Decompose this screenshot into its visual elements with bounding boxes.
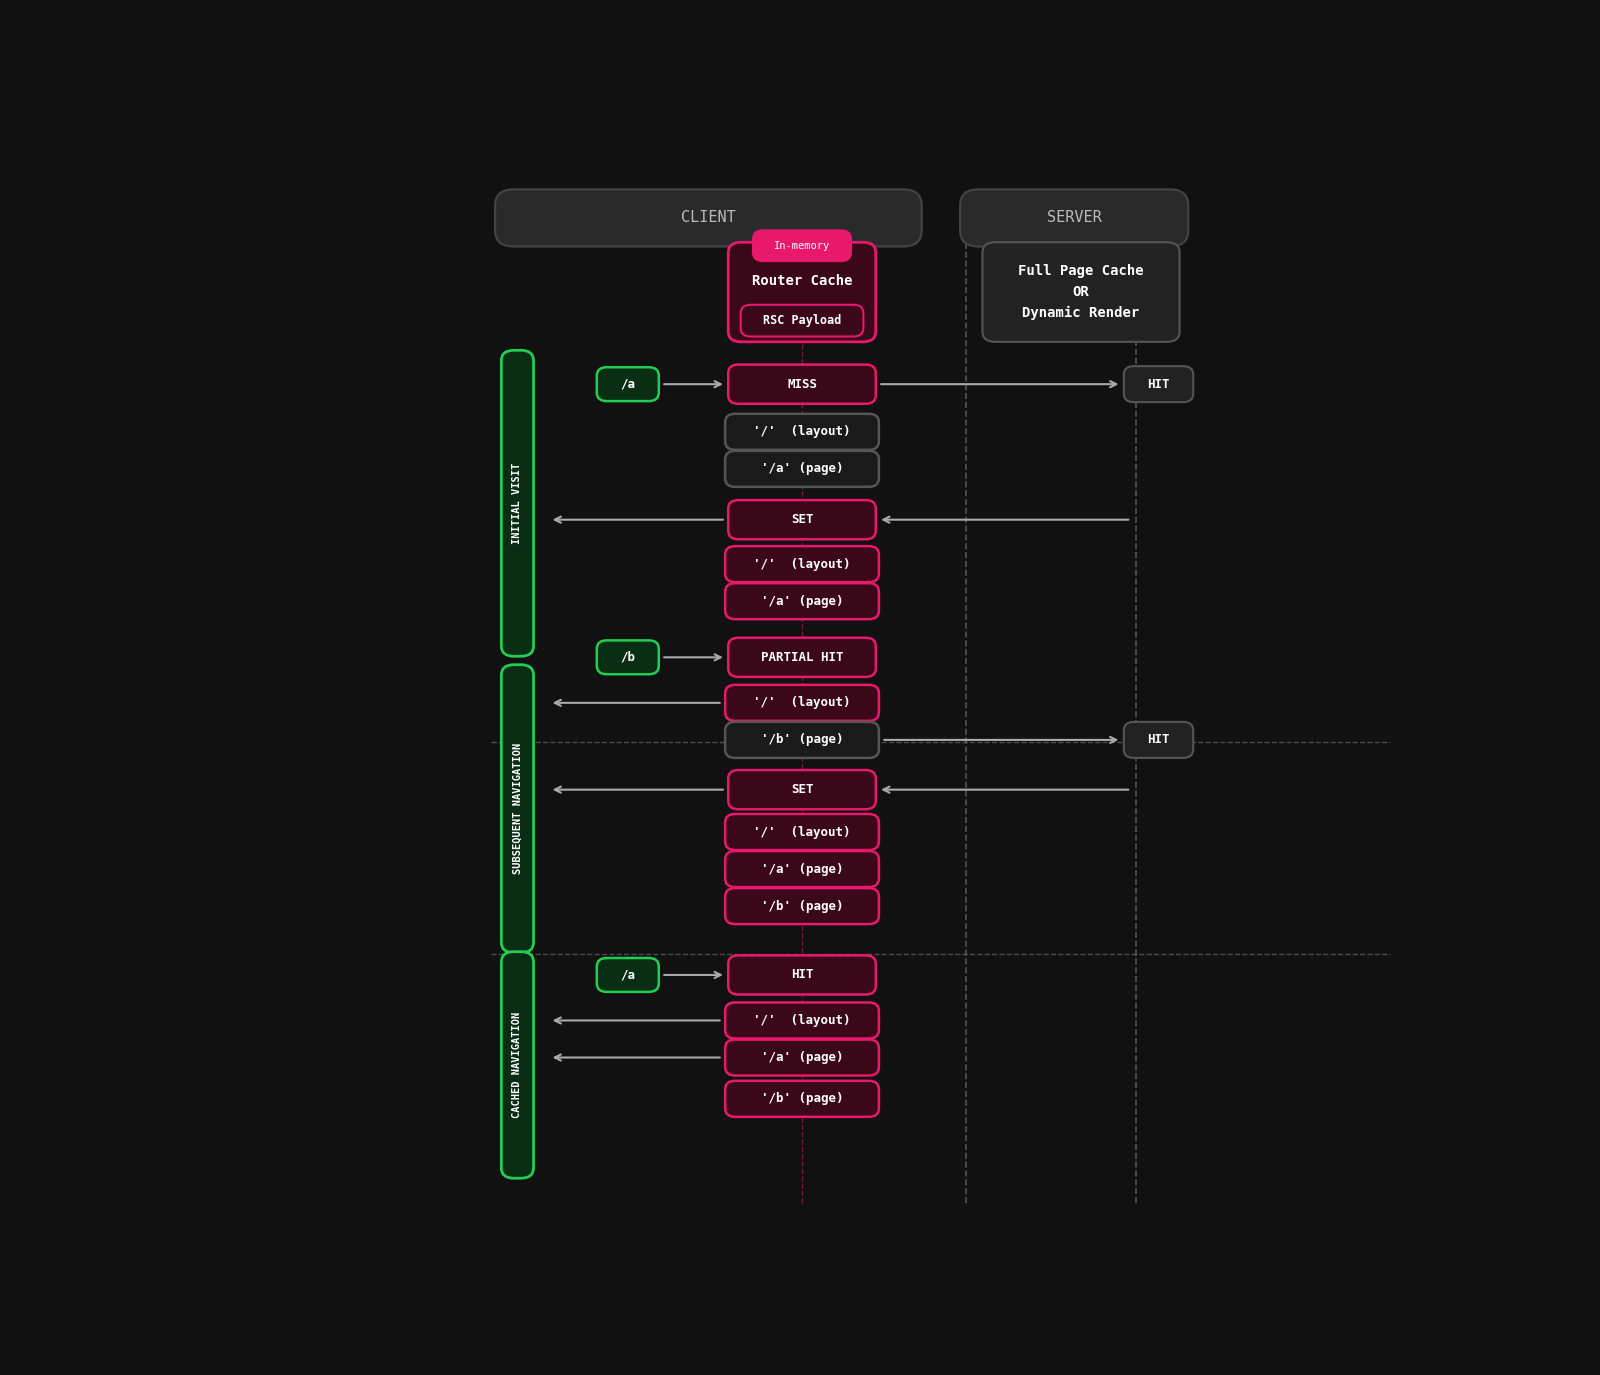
FancyBboxPatch shape bbox=[1123, 366, 1194, 401]
FancyBboxPatch shape bbox=[494, 190, 922, 246]
FancyBboxPatch shape bbox=[725, 851, 878, 887]
FancyBboxPatch shape bbox=[741, 305, 864, 337]
FancyBboxPatch shape bbox=[728, 242, 875, 342]
FancyBboxPatch shape bbox=[597, 958, 659, 991]
Text: CACHED NAVIGATION: CACHED NAVIGATION bbox=[512, 1012, 523, 1118]
Text: HIT: HIT bbox=[1147, 378, 1170, 390]
Text: /a: /a bbox=[621, 968, 635, 982]
Text: SERVER: SERVER bbox=[1046, 210, 1101, 226]
FancyBboxPatch shape bbox=[725, 722, 878, 758]
Text: '/a' (page): '/a' (page) bbox=[760, 462, 843, 476]
FancyBboxPatch shape bbox=[725, 888, 878, 924]
FancyBboxPatch shape bbox=[725, 1002, 878, 1038]
FancyBboxPatch shape bbox=[960, 190, 1189, 246]
FancyBboxPatch shape bbox=[982, 242, 1179, 342]
Text: PARTIAL HIT: PARTIAL HIT bbox=[760, 650, 843, 664]
Text: Full Page Cache
OR
Dynamic Render: Full Page Cache OR Dynamic Render bbox=[1018, 264, 1144, 320]
Text: '/a' (page): '/a' (page) bbox=[760, 1050, 843, 1064]
Text: RSC Payload: RSC Payload bbox=[763, 314, 842, 327]
FancyBboxPatch shape bbox=[597, 641, 659, 674]
Text: '/a' (page): '/a' (page) bbox=[760, 862, 843, 876]
FancyBboxPatch shape bbox=[501, 951, 533, 1178]
Text: '/'  (layout): '/' (layout) bbox=[754, 425, 851, 439]
Text: '/a' (page): '/a' (page) bbox=[760, 595, 843, 608]
FancyBboxPatch shape bbox=[501, 351, 533, 656]
FancyBboxPatch shape bbox=[728, 956, 875, 994]
FancyBboxPatch shape bbox=[1123, 722, 1194, 758]
Text: '/b' (page): '/b' (page) bbox=[760, 733, 843, 747]
Text: HIT: HIT bbox=[1147, 733, 1170, 747]
Text: CLIENT: CLIENT bbox=[682, 210, 736, 226]
Text: /a: /a bbox=[621, 378, 635, 390]
FancyBboxPatch shape bbox=[725, 814, 878, 850]
FancyBboxPatch shape bbox=[725, 583, 878, 619]
Text: SUBSEQUENT NAVIGATION: SUBSEQUENT NAVIGATION bbox=[512, 742, 523, 874]
Text: '/'  (layout): '/' (layout) bbox=[754, 558, 851, 571]
FancyBboxPatch shape bbox=[728, 638, 875, 676]
FancyBboxPatch shape bbox=[725, 1040, 878, 1075]
Text: '/'  (layout): '/' (layout) bbox=[754, 825, 851, 839]
Text: SET: SET bbox=[790, 513, 813, 527]
FancyBboxPatch shape bbox=[728, 500, 875, 539]
FancyBboxPatch shape bbox=[725, 451, 878, 487]
Text: '/b' (page): '/b' (page) bbox=[760, 1092, 843, 1106]
FancyBboxPatch shape bbox=[728, 770, 875, 810]
Text: '/'  (layout): '/' (layout) bbox=[754, 696, 851, 710]
Text: '/b' (page): '/b' (page) bbox=[760, 899, 843, 913]
Text: HIT: HIT bbox=[790, 968, 813, 982]
FancyBboxPatch shape bbox=[597, 367, 659, 401]
FancyBboxPatch shape bbox=[725, 546, 878, 582]
Text: MISS: MISS bbox=[787, 378, 818, 390]
Text: SET: SET bbox=[790, 784, 813, 796]
Text: '/'  (layout): '/' (layout) bbox=[754, 1013, 851, 1027]
FancyBboxPatch shape bbox=[725, 414, 878, 450]
FancyBboxPatch shape bbox=[728, 364, 875, 404]
Text: Router Cache: Router Cache bbox=[752, 274, 853, 287]
Text: In-memory: In-memory bbox=[774, 241, 830, 250]
Text: INITIAL VISIT: INITIAL VISIT bbox=[512, 462, 523, 544]
FancyBboxPatch shape bbox=[725, 1081, 878, 1116]
FancyBboxPatch shape bbox=[754, 231, 851, 261]
FancyBboxPatch shape bbox=[725, 685, 878, 720]
Text: /b: /b bbox=[621, 650, 635, 664]
FancyBboxPatch shape bbox=[501, 664, 533, 953]
